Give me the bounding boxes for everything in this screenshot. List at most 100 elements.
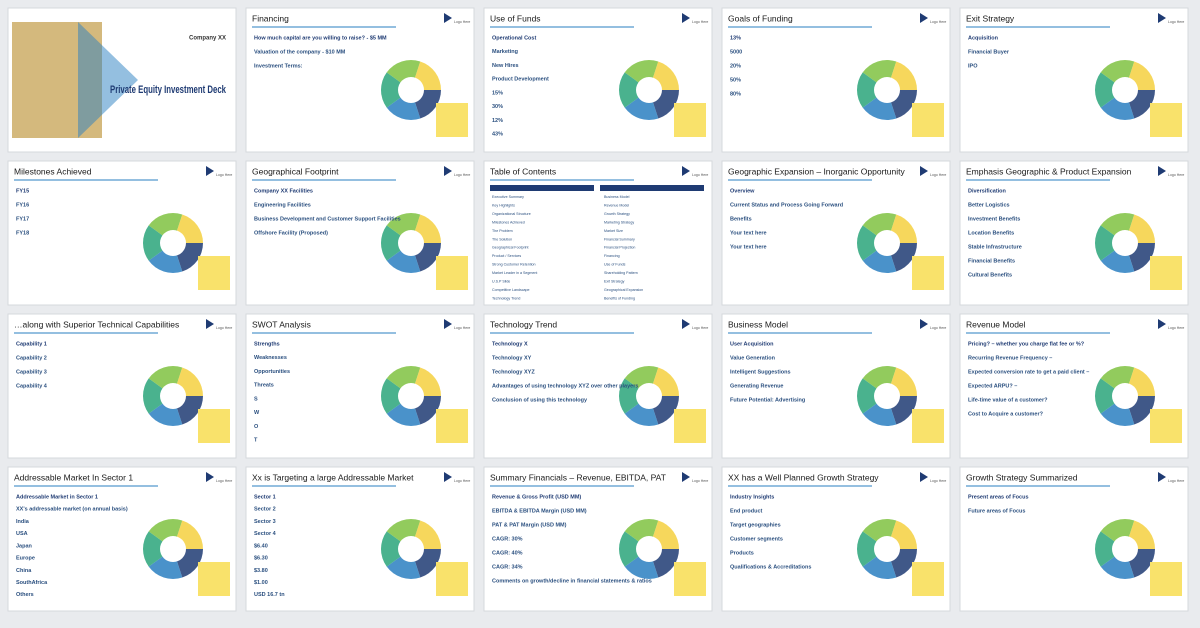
sticky-note: [198, 409, 230, 443]
slide-text: 13%: [730, 35, 741, 41]
slide-text: Valuation of the company - $10 MM: [254, 49, 346, 55]
graphic-hole: [160, 230, 186, 256]
slide-text: Investment Terms:: [254, 63, 303, 69]
sticky-note: [436, 409, 468, 443]
slide-text: Business Development and Customer Suppor…: [254, 216, 401, 222]
slide: …along with Superior Technical Capabilit…: [7, 313, 237, 459]
slide-text: Target geographies: [730, 522, 781, 528]
graphic-hole: [1112, 77, 1138, 103]
slide-text: EBITDA & EBITDA Margin (USD MM): [492, 508, 587, 514]
logo-mark: [444, 472, 452, 482]
sticky-note: [912, 409, 944, 443]
logo-text: Logo Here: [692, 479, 708, 483]
slide-body: Goals of Funding Logo Here 13% 5000 20% 50% 80…: [728, 13, 946, 137]
slide-text: Benefits of Funding: [604, 296, 635, 300]
slide-text: Organizational Structure: [492, 212, 531, 216]
slide-text: Comments on growth/decline in financial …: [492, 578, 652, 584]
slide: Goals of Funding Logo Here 13% 5000 20% 50% 80…: [721, 7, 951, 153]
slide: Emphasis Geographic & Product Expansion L…: [959, 160, 1189, 306]
graphic-segment: [1095, 225, 1125, 261]
graphic-segment: [381, 531, 411, 567]
slide-text: Product / Services: [492, 254, 521, 258]
slide: Financing Logo Here How much capital are y…: [245, 7, 475, 153]
slide-body: Revenue Model Logo Here Pricing? – whether…: [966, 319, 1184, 443]
slide-text: Japan: [16, 543, 33, 549]
slide-text: Threats: [254, 383, 274, 389]
slide-text: USA: [16, 531, 28, 537]
slide-text: User Acquisition: [730, 341, 774, 347]
slide-text: CAGR: 40%: [492, 550, 523, 556]
slide-text: $1.00: [254, 580, 268, 586]
slide-text: FY17: [16, 216, 29, 222]
slide-text: Capability 2: [16, 355, 47, 361]
slide-text: Acquisition: [968, 35, 999, 41]
logo-mark: [920, 166, 928, 176]
slide-text: Technology XYZ: [492, 369, 535, 375]
graphic-segment: [619, 531, 649, 567]
slide-text: Market Size: [604, 229, 623, 233]
slide-title: Emphasis Geographic & Product Expansion: [966, 166, 1132, 176]
slide-text: Industry Insights: [730, 494, 774, 500]
logo-mark: [1158, 472, 1166, 482]
slide-text: Overview: [730, 188, 755, 194]
slide-title: Revenue Model: [966, 319, 1026, 329]
slide-text: $6.40: [254, 543, 268, 549]
slide-text: Capability 4: [16, 383, 48, 389]
graphic-segment: [619, 72, 649, 108]
slide-text: 5000: [730, 49, 742, 55]
logo-text: Logo Here: [930, 173, 946, 177]
slide-text: Sector 4: [254, 531, 277, 537]
slide-body: Milestones Achieved Logo Here FY15 FY16 FY17…: [14, 166, 232, 290]
slide-text: Sector 1: [254, 494, 276, 500]
slide-text: Opportunities: [254, 369, 290, 375]
graphic-segment: [1095, 531, 1125, 567]
slide-body: Emphasis Geographic & Product Expansion L…: [966, 166, 1184, 290]
slide-text: FY18: [16, 230, 29, 236]
sticky-note: [674, 409, 706, 443]
hero-arrow: [78, 22, 138, 138]
sticky-note: [1150, 409, 1182, 443]
slide: Use of Funds Logo Here Operational Cost Mar…: [483, 7, 713, 153]
sticky-note: [1150, 103, 1182, 137]
slide-text: $3.80: [254, 568, 268, 574]
slide-text: O: [254, 424, 259, 430]
logo-text: Logo Here: [454, 479, 470, 483]
slide-text: 30%: [492, 104, 503, 110]
slide: Table of Contents Logo Here Executive Summ…: [483, 160, 713, 306]
slide-text: Growth Strategy: [604, 212, 630, 216]
slide-text: W: [254, 410, 260, 416]
slide-text: India: [16, 519, 30, 525]
sticky-note: [436, 562, 468, 596]
slide-title: Business Model: [728, 319, 788, 329]
logo-text: Logo Here: [216, 326, 232, 330]
graphic-hole: [636, 77, 662, 103]
logo-text: Logo Here: [930, 326, 946, 330]
logo-mark: [444, 319, 452, 329]
slide-text: Stable Infrastructure: [968, 244, 1022, 250]
logo-text: Logo Here: [454, 173, 470, 177]
slide-text: U.S.P Slide: [492, 280, 510, 284]
slide-text: The Solution: [492, 237, 512, 241]
slide-title: SWOT Analysis: [252, 319, 311, 329]
sticky-note: [436, 256, 468, 290]
slide: Geographic Expansion – Inorganic Opportu…: [721, 160, 951, 306]
slide-text: 50%: [730, 77, 741, 83]
slide-text: Strengths: [254, 341, 280, 347]
slide-title: Xx is Targeting a large Addressable Mark…: [252, 472, 414, 482]
slide-text: Sector 2: [254, 507, 276, 513]
slide-title: XX has a Well Planned Growth Strategy: [728, 472, 879, 482]
slide-text: Addressable Market in Sector 1: [16, 494, 98, 500]
slide-text: 20%: [730, 63, 741, 69]
logo-mark: [682, 472, 690, 482]
slide-text: Customer segments: [730, 536, 783, 542]
slide-text: Financial Summary: [604, 237, 635, 241]
slide-body: Geographical Footprint Logo Here Company X…: [252, 166, 470, 290]
logo-mark: [444, 166, 452, 176]
graphic-segment: [1095, 378, 1125, 414]
slide-text: Product Development: [492, 77, 549, 83]
sticky-note: [674, 103, 706, 137]
slide-title: Financing: [252, 13, 289, 23]
logo-mark: [206, 319, 214, 329]
slide-title: Technology Trend: [490, 319, 557, 329]
slide-title: Exit Strategy: [966, 13, 1015, 23]
